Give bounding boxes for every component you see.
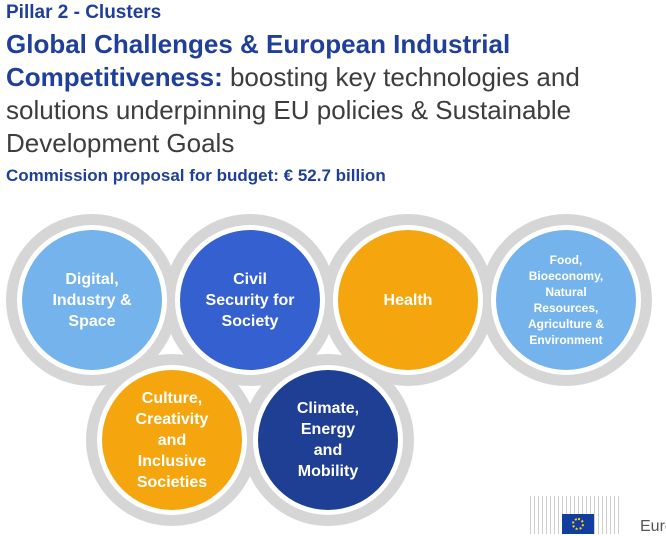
page-title: Global Challenges & European Industrial … — [6, 29, 511, 92]
cluster-climate: Climate, Energy and Mobility — [258, 370, 398, 510]
cluster-health-label: Health — [383, 291, 433, 309]
cluster-civil-security-label: Civil Security for Society — [205, 270, 295, 330]
headline: Global Challenges & European Industrial … — [6, 28, 656, 160]
cluster-climate-label: Climate, Energy and Mobility — [296, 400, 360, 480]
budget-text: Commission proposal for budget: € 52.7 b… — [6, 166, 386, 185]
eu-commission-logo: Euro — [524, 488, 666, 535]
pillar-label: Pillar 2 - Clusters — [6, 2, 162, 23]
cluster-digital: Digital, Industry & Space — [22, 230, 162, 370]
cluster-digital-label: Digital, Industry & Space — [52, 270, 132, 330]
cluster-health: Health — [338, 230, 478, 370]
cluster-culture-label: Culture, Creativity and Inclusive Societ… — [135, 389, 209, 491]
page-subtitle: boosting key technologies and solutions … — [6, 62, 580, 158]
eu-stars-icon — [572, 518, 584, 530]
eu-flag-icon — [562, 514, 594, 534]
cluster-civil-security: Civil Security for Society — [180, 230, 320, 370]
cluster-food: Food, Bioeconomy, Natural Resources, Agr… — [496, 230, 636, 370]
cluster-culture: Culture, Creativity and Inclusive Societ… — [102, 370, 242, 510]
cluster-food-label: Food, Bioeconomy, Natural Resources, Agr… — [527, 253, 604, 347]
logo-text: Euro — [640, 518, 666, 535]
